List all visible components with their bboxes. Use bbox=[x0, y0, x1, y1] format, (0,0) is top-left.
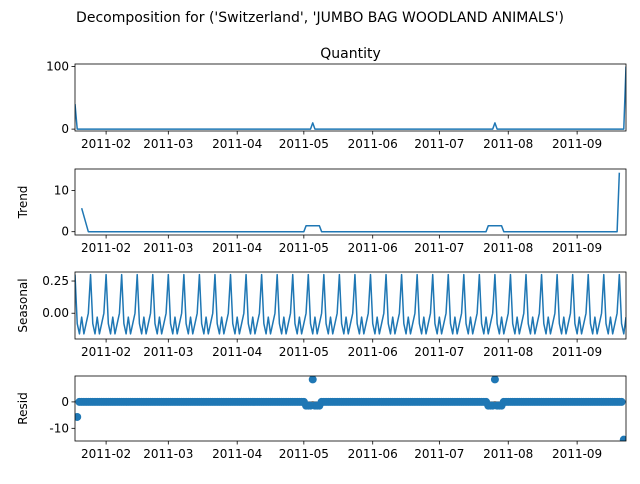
panel-seasonal: Seasonal 0.00 0.25 2011-02 2011-03 2011-04 201… bbox=[16, 271, 627, 359]
y-tick-label: 0 bbox=[61, 395, 69, 409]
y-axis-label: Seasonal bbox=[16, 278, 30, 332]
x-tick-label: 2011-04 bbox=[212, 345, 262, 359]
plot-area bbox=[75, 376, 626, 441]
resid-point bbox=[308, 376, 317, 384]
resid-point bbox=[490, 376, 499, 384]
axes-frame bbox=[74, 375, 627, 442]
x-tick-label: 2011-08 bbox=[483, 137, 533, 151]
y-tick-label: 0.25 bbox=[42, 274, 69, 288]
series-line bbox=[80, 172, 621, 233]
y-axis-label: Resid bbox=[16, 392, 30, 424]
resid-point bbox=[75, 412, 82, 421]
x-tick-label: 2011-06 bbox=[348, 241, 398, 255]
x-tick-label: 2011-08 bbox=[483, 447, 533, 461]
y-tick-label: 0 bbox=[61, 225, 69, 239]
x-tick-label: 2011-02 bbox=[81, 447, 131, 461]
y-tick-label: 0.00 bbox=[42, 306, 69, 320]
x-tick-label: 2011-08 bbox=[483, 241, 533, 255]
resid-point bbox=[619, 435, 626, 441]
x-tick-label: 2011-07 bbox=[414, 241, 464, 255]
plot-area bbox=[75, 66, 626, 130]
x-tick-label: 2011-02 bbox=[81, 137, 131, 151]
x-tick-label: 2011-03 bbox=[143, 241, 193, 255]
x-tick-label: 2011-06 bbox=[348, 447, 398, 461]
panel-quantity: Quantity 0 100 2011-02 2011-03 2011-04 2011-05… bbox=[46, 46, 627, 151]
x-tick-label: 2011-09 bbox=[552, 345, 602, 359]
x-tick-label: 2011-06 bbox=[348, 137, 398, 151]
x-tick-label: 2011-06 bbox=[348, 345, 398, 359]
series-line bbox=[75, 66, 626, 130]
y-tick-label: 100 bbox=[46, 60, 69, 74]
y-axis-label: Trend bbox=[16, 186, 30, 220]
series-line bbox=[75, 273, 626, 335]
x-tick-label: 2011-05 bbox=[279, 447, 329, 461]
x-tick-label: 2011-07 bbox=[414, 137, 464, 151]
plot-area bbox=[75, 273, 626, 335]
x-tick-label: 2011-02 bbox=[81, 241, 131, 255]
figure-suptitle: Decomposition for ('Switzerland', 'JUMBO… bbox=[76, 10, 564, 26]
x-tick-label: 2011-04 bbox=[212, 241, 262, 255]
x-tick-label: 2011-05 bbox=[279, 137, 329, 151]
panel-title: Quantity bbox=[320, 46, 381, 62]
x-tick-label: 2011-07 bbox=[414, 345, 464, 359]
plot-area bbox=[80, 172, 621, 233]
x-tick-label: 2011-09 bbox=[552, 241, 602, 255]
x-tick-label: 2011-03 bbox=[143, 137, 193, 151]
resid-point bbox=[617, 397, 626, 406]
axes-frame bbox=[74, 168, 627, 236]
x-tick-label: 2011-05 bbox=[279, 241, 329, 255]
x-tick-label: 2011-04 bbox=[212, 137, 262, 151]
x-tick-label: 2011-08 bbox=[483, 345, 533, 359]
axes-frame bbox=[74, 63, 627, 132]
panel-trend: Trend 0 10 2011-02 2011-03 2011-04 2011-05 2011… bbox=[16, 168, 627, 255]
x-tick-label: 2011-04 bbox=[212, 447, 262, 461]
x-tick-label: 2011-09 bbox=[552, 137, 602, 151]
x-tick-label: 2011-07 bbox=[414, 447, 464, 461]
x-tick-label: 2011-05 bbox=[279, 345, 329, 359]
panel-resid: Resid 0 -10 2011-02 2011-03 2011-04 2011-05 201… bbox=[16, 375, 627, 461]
x-tick-label: 2011-03 bbox=[143, 447, 193, 461]
x-tick-label: 2011-09 bbox=[552, 447, 602, 461]
x-tick-label: 2011-03 bbox=[143, 345, 193, 359]
y-tick-label: 10 bbox=[54, 183, 69, 197]
x-tick-label: 2011-02 bbox=[81, 345, 131, 359]
y-tick-label: -10 bbox=[49, 421, 69, 435]
axes-frame bbox=[74, 271, 627, 340]
y-tick-label: 0 bbox=[61, 122, 69, 136]
